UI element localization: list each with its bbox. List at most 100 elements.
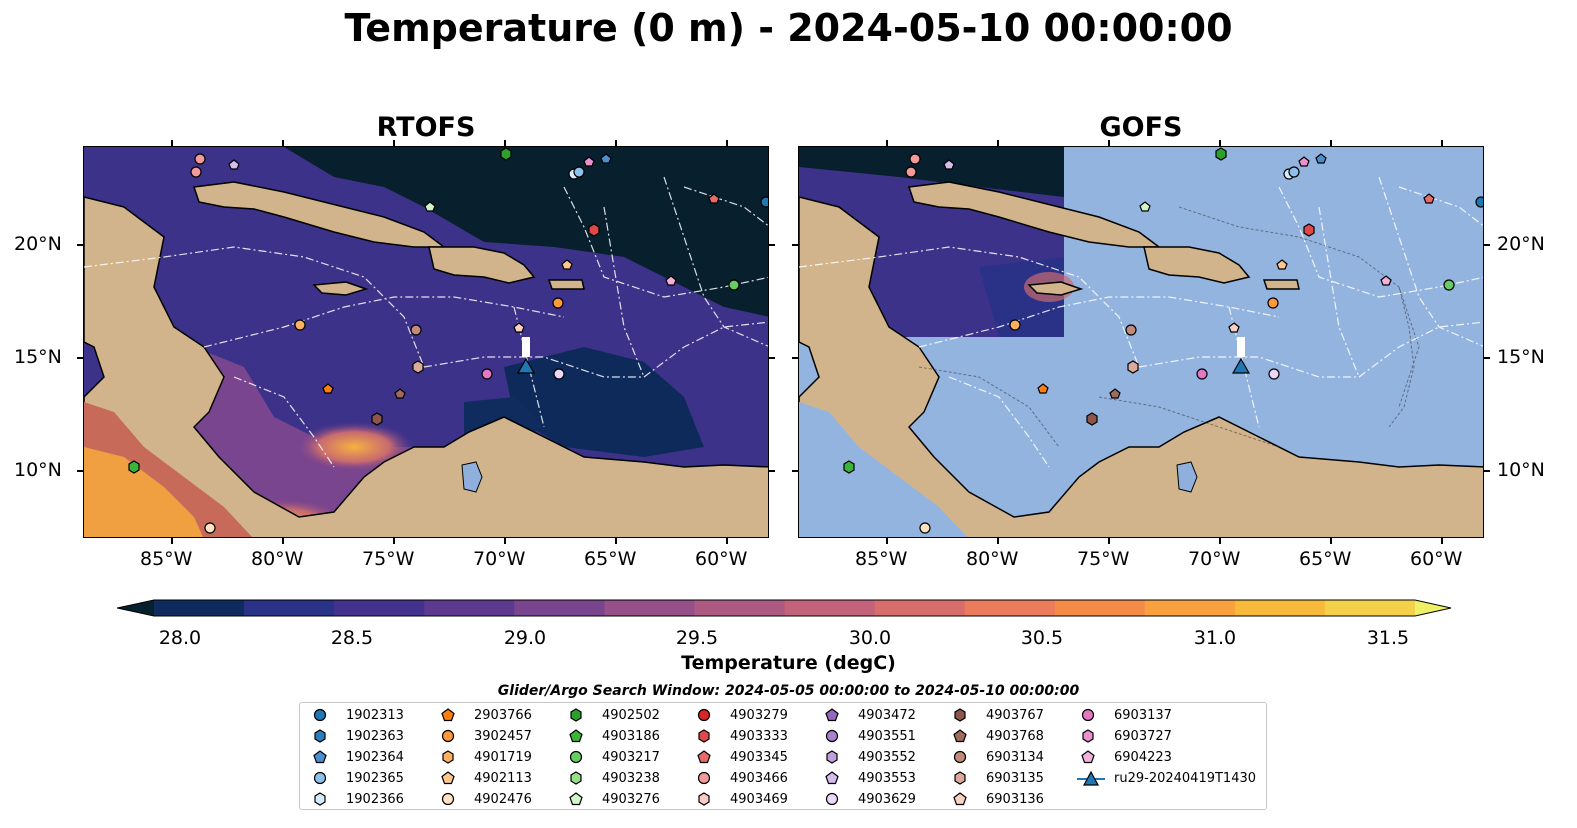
legend-item: 4903279	[692, 705, 788, 725]
argo-marker	[1443, 279, 1455, 291]
legend-item: 4903186	[564, 726, 660, 746]
legend-item: 4902476	[436, 789, 532, 809]
legend-label: 4903472	[858, 707, 916, 723]
legend-label: 1902313	[346, 707, 404, 723]
colorbar-tick-label: 28.5	[330, 627, 374, 649]
legend-item: 1902365	[308, 768, 404, 788]
legend-marker-icon	[313, 708, 327, 722]
legend-marker-icon	[825, 771, 839, 785]
argo-marker	[553, 368, 565, 380]
legend-label: 6903137	[1114, 707, 1172, 723]
legend-label: 1902366	[346, 791, 404, 807]
argo-marker	[943, 159, 955, 170]
legend-marker-icon	[314, 792, 326, 806]
colorbar-segment	[604, 600, 695, 616]
legend-marker-icon	[698, 729, 710, 743]
legend-label: 4902476	[474, 791, 532, 807]
colorbar-segment	[424, 600, 515, 616]
legend-label: 4902502	[602, 707, 660, 723]
colorbar-segment	[1234, 600, 1326, 616]
argo-marker	[919, 522, 931, 534]
argo-marker	[500, 147, 512, 161]
legend-label: 1902363	[346, 728, 404, 744]
argo-marker	[190, 166, 202, 178]
argo-marker	[424, 201, 436, 212]
legend-item: 1902313	[308, 705, 404, 725]
legend-label: 4903551	[858, 728, 916, 744]
legend-marker-icon	[825, 792, 839, 806]
argo-marker	[1303, 223, 1315, 237]
legend-item: 1902363	[308, 726, 404, 746]
figure-title: Temperature (0 m) - 2024-05-10 00:00:00	[344, 6, 1233, 50]
lon-tick-label: 60°W	[695, 548, 748, 570]
argo-marker	[1268, 368, 1280, 380]
legend-item: 4901719	[436, 747, 532, 767]
argo-marker	[1109, 388, 1121, 399]
argo-marker	[760, 196, 768, 208]
legend-item: 4903629	[820, 789, 916, 809]
argo-marker	[843, 460, 855, 474]
colorbar-tick-label: 29.0	[503, 627, 547, 649]
argo-marker	[481, 368, 493, 380]
legend-marker-icon	[441, 708, 455, 722]
legend-item: 6904223	[1076, 747, 1172, 767]
argo-marker	[1228, 322, 1240, 333]
legend-marker-icon	[954, 708, 966, 722]
colorbar-segment	[154, 600, 245, 616]
legend-item: ru29-20240419T1430	[1076, 768, 1256, 788]
argo-marker	[1380, 275, 1392, 286]
lon-tick-label: 70°W	[473, 548, 526, 570]
colorbar-tick-label: 30.0	[848, 627, 892, 649]
land-hispaniola	[428, 246, 536, 284]
legend-marker-icon	[569, 729, 583, 743]
legend-marker-icon	[953, 750, 967, 764]
colorbar-segment	[694, 600, 785, 616]
map-gofs	[798, 146, 1484, 538]
land-hispaniola	[1143, 246, 1251, 284]
land-jamaica	[1027, 281, 1084, 296]
colorbar-segment	[784, 600, 876, 616]
legend-label: 2903766	[474, 707, 532, 723]
argo-marker	[905, 166, 917, 178]
colorbar-label: Temperature (degC)	[681, 652, 896, 674]
argo-marker	[1037, 383, 1049, 394]
lake-maracaibo	[1176, 461, 1198, 493]
legend-label: 4903345	[730, 749, 788, 765]
argo-marker	[1475, 196, 1483, 208]
lon-tick-label: 75°W	[1077, 548, 1130, 570]
legend-label: 4903276	[602, 791, 660, 807]
legend-marker-icon	[570, 708, 582, 722]
argo-marker	[909, 153, 921, 165]
lat-tick-label: 10°N	[14, 459, 62, 481]
colorbar-tick-label: 28.0	[158, 627, 202, 649]
legend-label: 6903727	[1114, 728, 1172, 744]
argo-marker	[513, 322, 525, 333]
legend-marker-icon	[825, 729, 839, 743]
legend-label: 4901719	[474, 749, 532, 765]
argo-markers	[128, 147, 768, 534]
pacific-ocean	[799, 402, 968, 537]
legend-item: 4903345	[692, 747, 788, 767]
argo-marker	[583, 156, 595, 167]
land-cuba	[907, 181, 1162, 248]
legend-marker-icon	[569, 750, 583, 764]
legend-marker-icon	[697, 708, 711, 722]
argo-marker	[1423, 193, 1435, 204]
argo-marker	[708, 193, 720, 204]
map-rtofs	[83, 146, 769, 538]
argo-marker	[1139, 201, 1151, 212]
legend-item: 6903137	[1076, 705, 1172, 725]
colorbar-tick-label: 29.5	[675, 627, 719, 649]
legend-item: 4903551	[820, 726, 916, 746]
land-puerto-rico	[547, 279, 585, 290]
argo-marker	[412, 360, 424, 374]
colorbar-segment	[514, 600, 605, 616]
legend-marker-icon	[441, 729, 455, 743]
colorbar-tick-label: 31.5	[1366, 627, 1410, 649]
colorbar-tick-label: 30.5	[1020, 627, 1064, 649]
argo-marker	[1267, 297, 1279, 309]
lat-tick-label: 20°N	[14, 233, 62, 255]
cold-water-region	[799, 147, 1064, 197]
legend-marker-icon	[1077, 770, 1105, 786]
glider-marker	[516, 357, 536, 374]
